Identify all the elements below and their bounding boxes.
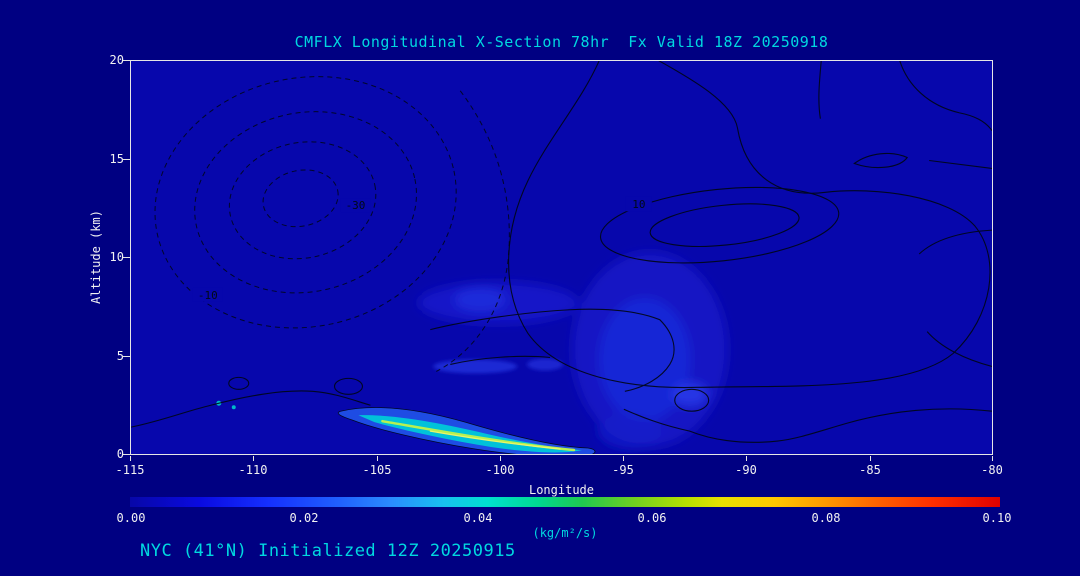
x-tick-label: -105 xyxy=(362,463,392,477)
solid-positive-contours xyxy=(131,61,992,443)
x-tick xyxy=(253,456,254,461)
x-tick-label: -110 xyxy=(238,463,268,477)
colorbar-tick-label: 0.06 xyxy=(637,511,667,525)
contour-label-negative-a: -10 xyxy=(198,289,218,302)
x-tick-label: -90 xyxy=(735,463,757,477)
contour-level-labels: 10 -10 -30 xyxy=(192,196,652,302)
y-tick xyxy=(123,257,130,258)
x-tick xyxy=(623,456,624,461)
colorbar-tick-label: 0.08 xyxy=(811,511,841,525)
x-tick-label: -115 xyxy=(115,463,145,477)
chart-title: CMFLX Longitudinal X-Section 78hr Fx Val… xyxy=(294,33,829,51)
x-axis-title: Longitude xyxy=(528,483,595,497)
x-tick xyxy=(377,456,378,461)
plot-area: 10 -10 -30 xyxy=(130,60,993,455)
y-tick-label: 0 xyxy=(116,447,124,461)
filled-flux-regions xyxy=(216,252,728,454)
x-tick xyxy=(870,456,871,461)
colorbar xyxy=(130,497,1000,507)
contour-label-positive: 10 xyxy=(632,198,645,211)
y-tick xyxy=(123,60,130,61)
x-tick xyxy=(500,456,501,461)
x-tick xyxy=(746,456,747,461)
y-tick xyxy=(123,159,130,160)
colorbar-tick-label: 0.04 xyxy=(463,511,493,525)
y-tick xyxy=(123,356,130,357)
y-tick-label: 15 xyxy=(109,152,124,166)
x-tick-label: -85 xyxy=(859,463,881,477)
flux-streak xyxy=(216,400,596,454)
x-tick-label: -100 xyxy=(485,463,515,477)
y-axis-title: Altitude (km) xyxy=(89,210,103,304)
x-tick-label: -80 xyxy=(981,463,1003,477)
x-tick-label: -95 xyxy=(612,463,634,477)
y-tick xyxy=(123,454,130,455)
y-tick-label: 20 xyxy=(109,53,124,67)
contour-label-negative-b: -30 xyxy=(346,199,366,212)
y-tick-label: 5 xyxy=(116,349,124,363)
init-annotation: NYC (41°N) Initialized 12Z 20250915 xyxy=(140,541,516,561)
x-tick xyxy=(130,456,131,461)
y-tick-label: 10 xyxy=(109,250,124,264)
colorbar-units-label: (kg/m²/s) xyxy=(532,526,598,540)
x-tick xyxy=(992,456,993,461)
colorbar-tick-label: 0.00 xyxy=(116,511,146,525)
colorbar-tick-label: 0.02 xyxy=(289,511,319,525)
colorbar-tick-label: 0.10 xyxy=(982,511,1012,525)
contour-field-svg: 10 -10 -30 xyxy=(131,61,992,454)
